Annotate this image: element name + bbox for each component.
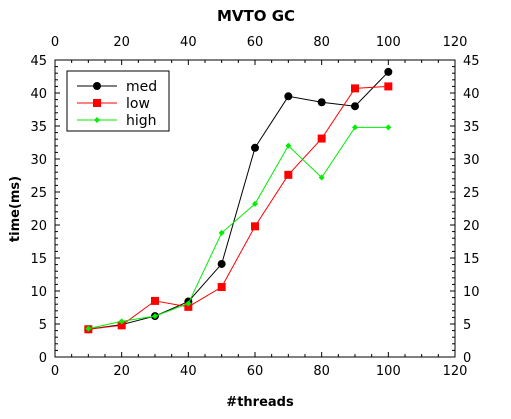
data-point-low <box>284 170 293 179</box>
legend-entry-low: low <box>77 96 150 112</box>
y-tick-label-right: 45 <box>463 54 480 69</box>
x-tick-label-bottom: 0 <box>51 364 59 379</box>
data-point-low <box>351 84 359 93</box>
y-tick-label-right: 25 <box>463 186 480 201</box>
data-point-low <box>217 283 226 292</box>
data-point-low <box>384 82 393 91</box>
y-tick-label-right: 15 <box>463 252 480 267</box>
x-axis-label: #threads <box>226 395 294 410</box>
data-point-high <box>185 300 192 307</box>
legend-label-high: high <box>126 113 157 129</box>
y-tick-label-right: 5 <box>463 318 471 333</box>
data-point-low <box>317 134 326 143</box>
series-high <box>85 124 392 332</box>
data-point-high <box>318 174 325 181</box>
x-tick-label-top: 120 <box>443 35 468 50</box>
legend-box <box>66 70 170 132</box>
y-tick-label-right: 20 <box>463 219 480 234</box>
y-tick-label-right: 40 <box>463 87 480 102</box>
data-point-high <box>85 325 92 332</box>
legend-label-low: low <box>126 96 150 112</box>
y-tick-label-left: 25 <box>30 186 47 201</box>
y-tick-label-left: 0 <box>39 351 47 366</box>
series-line-high <box>88 126 389 330</box>
y-tick-label-left: 15 <box>30 252 47 267</box>
y-tick-label-left: 45 <box>30 54 47 69</box>
y-tick-label-left: 30 <box>30 153 47 168</box>
y-tick-label-left: 40 <box>30 87 47 102</box>
data-point-med <box>384 67 393 76</box>
x-tick-label-bottom: 100 <box>376 364 401 379</box>
data-point-high <box>218 229 225 236</box>
data-point-high <box>352 124 358 131</box>
data-point-med <box>284 92 293 101</box>
series-layer <box>84 67 393 334</box>
y-tick-label-left: 10 <box>30 285 47 300</box>
legend-marker-med <box>93 82 101 90</box>
data-point-med <box>217 259 226 268</box>
x-tick-label-top: 100 <box>376 35 401 50</box>
legend-entry-med: med <box>77 79 157 95</box>
data-point-low <box>151 296 159 305</box>
data-point-high <box>385 124 392 131</box>
data-point-high <box>285 142 292 149</box>
x-tick-label-bottom: 80 <box>313 364 330 379</box>
y-tick-label-left: 20 <box>30 219 47 234</box>
x-tick-label-bottom: 60 <box>247 364 264 379</box>
data-point-high <box>118 318 125 325</box>
data-point-med <box>317 98 326 107</box>
series-line-low <box>88 85 389 330</box>
x-tick-label-top: 40 <box>180 35 197 50</box>
x-tick-label-bottom: 120 <box>443 364 468 379</box>
data-point-high <box>252 200 258 207</box>
y-tick-label-right: 10 <box>463 285 480 300</box>
legend-entry-high: high <box>77 113 157 129</box>
y-tick-label-right: 35 <box>463 120 480 135</box>
series-line-med <box>88 71 389 330</box>
data-point-med <box>351 102 359 111</box>
x-tick-label-top: 0 <box>51 35 59 50</box>
y-axis-label: time(ms) <box>8 176 23 242</box>
x-tick-label-top: 60 <box>247 35 264 50</box>
data-point-low <box>184 302 193 311</box>
data-point-med <box>251 143 259 152</box>
x-tick-label-top: 20 <box>113 35 130 50</box>
x-tick-label-bottom: 20 <box>113 364 130 379</box>
x-tick-label-top: 80 <box>313 35 330 50</box>
series-low <box>84 82 393 334</box>
x-tick-label-bottom: 40 <box>180 364 197 379</box>
y-tick-label-right: 0 <box>463 351 471 366</box>
data-point-high <box>152 313 158 320</box>
y-tick-label-right: 30 <box>463 153 480 168</box>
y-tick-label-left: 5 <box>39 318 47 333</box>
chart-title: MVTO GC <box>217 7 295 25</box>
legend-label-med: med <box>126 79 157 95</box>
legend-marker-high <box>94 117 100 123</box>
data-point-low <box>251 222 259 231</box>
y-tick-label-left: 35 <box>30 120 47 135</box>
data-point-low <box>117 321 126 330</box>
legend-marker-low <box>93 99 101 107</box>
